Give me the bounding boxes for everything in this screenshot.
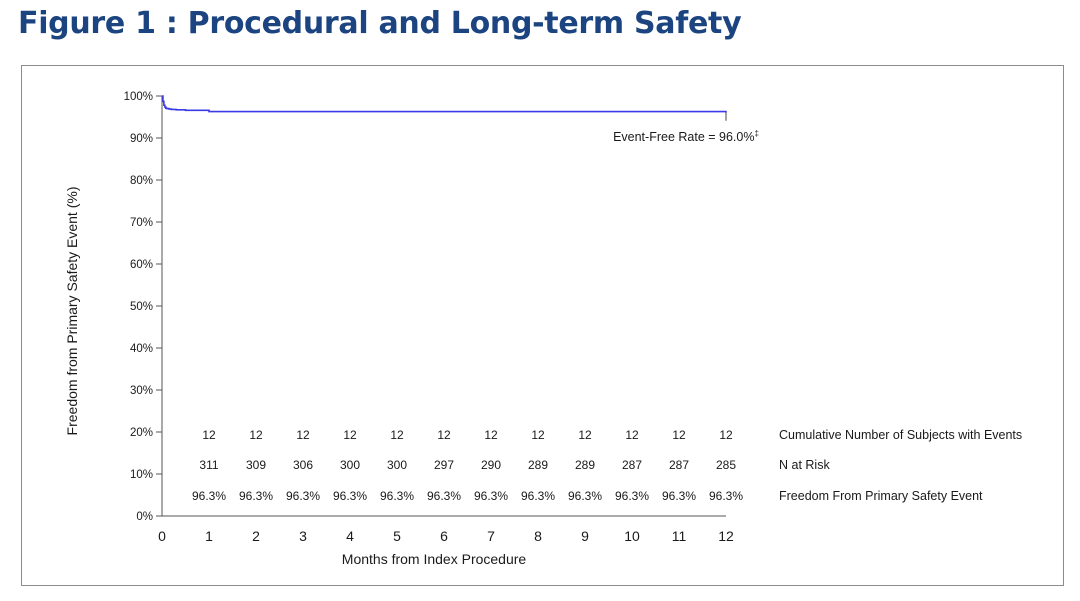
risk-table-cell: 96.3% <box>474 489 508 503</box>
x-tick-label: 11 <box>672 528 687 544</box>
x-ticks: 0 1 2 3 4 5 6 7 8 9 10 11 12 <box>158 528 734 544</box>
x-tick-label: 1 <box>205 528 213 544</box>
risk-table-cell: 12 <box>249 428 263 442</box>
risk-table-cell: 12 <box>578 428 592 442</box>
risk-table-cell: 289 <box>528 458 548 472</box>
risk-table-cell: 96.3% <box>333 489 367 503</box>
survival-curve <box>162 95 727 113</box>
risk-table-cell: 12 <box>202 428 216 442</box>
risk-table-cell: 311 <box>199 458 218 472</box>
x-tick-label: 9 <box>581 528 589 544</box>
risk-table-cell: 12 <box>343 428 357 442</box>
x-tick-label: 5 <box>393 528 401 544</box>
risk-table-cell: 96.3% <box>239 489 273 503</box>
y-tick-label: 20% <box>130 427 153 439</box>
risk-table-cell: 12 <box>625 428 639 442</box>
risk-table-cell: 287 <box>669 458 689 472</box>
risk-table-cell: 96.3% <box>192 489 226 503</box>
y-tick-label: 50% <box>130 301 153 313</box>
figure-title: Figure 1 : Procedural and Long-term Safe… <box>18 6 742 41</box>
risk-table-cell: 309 <box>246 458 266 472</box>
risk-table-cell: 96.3% <box>521 489 555 503</box>
risk-table-cell: 12 <box>672 428 686 442</box>
risk-table-cell: 12 <box>531 428 545 442</box>
y-tick-label: 80% <box>130 175 153 187</box>
y-tick-label: 90% <box>130 133 153 145</box>
y-tick-label: 60% <box>130 259 153 271</box>
y-tick-label: 0% <box>136 511 153 523</box>
x-tick-label: 0 <box>158 528 166 544</box>
risk-table-cell: 12 <box>437 428 451 442</box>
x-axis-label: Months from Index Procedure <box>342 551 527 567</box>
risk-table-cell: 12 <box>719 428 733 442</box>
x-tick-label: 10 <box>624 528 640 544</box>
x-tick-label: 3 <box>299 528 307 544</box>
risk-table-row-label: Freedom From Primary Safety Event <box>779 489 983 503</box>
risk-table-cell: 289 <box>575 458 595 472</box>
risk-table-cell: 297 <box>434 458 454 472</box>
y-axis-label: Freedom from Primary Safety Event (%) <box>64 187 80 436</box>
annotation-text: Event-Free Rate = 96.0% <box>613 130 754 144</box>
risk-table-cell: 285 <box>716 458 736 472</box>
risk-table-cell: 306 <box>293 458 313 472</box>
risk-table-cell: 290 <box>481 458 501 472</box>
annotation-superscript: ‡ <box>754 129 758 138</box>
risk-table-cell: 12 <box>296 428 310 442</box>
x-tick-label: 12 <box>718 528 734 544</box>
x-tick-label: 6 <box>440 528 448 544</box>
risk-table-cell: 287 <box>622 458 642 472</box>
y-tick-label: 70% <box>130 217 153 229</box>
y-tick-label: 10% <box>130 469 153 481</box>
risk-table-cell: 96.3% <box>286 489 320 503</box>
risk-table-cell: 12 <box>390 428 404 442</box>
risk-table-cell: 96.3% <box>615 489 649 503</box>
risk-table-cell: 96.3% <box>662 489 696 503</box>
risk-table-cell: 96.3% <box>709 489 743 503</box>
y-tick-label: 30% <box>130 385 153 397</box>
y-tick-label: 40% <box>130 343 153 355</box>
event-free-rate-annotation: Event-Free Rate = 96.0%‡ <box>613 129 759 144</box>
risk-table-cell: 96.3% <box>380 489 414 503</box>
y-ticks: 0% 10% 20% 30% 40% 50% 60% 70% 80% 90% 100% <box>124 91 162 523</box>
risk-table-cell: 300 <box>340 458 360 472</box>
risk-table-cell: 12 <box>484 428 498 442</box>
risk-table-row-label: Cumulative Number of Subjects with Event… <box>779 428 1022 442</box>
risk-table-cell: 300 <box>387 458 407 472</box>
risk-table-cell: 96.3% <box>568 489 602 503</box>
risk-table: 12 12 12 12 12 12 12 12 12 12 12 12 Cumulative Numbe… <box>192 428 1022 503</box>
risk-table-row-label: N at Risk <box>779 458 830 472</box>
x-tick-label: 8 <box>534 528 542 544</box>
x-tick-label: 7 <box>487 528 495 544</box>
y-tick-label: 100% <box>124 91 153 103</box>
x-tick-label: 2 <box>252 528 260 544</box>
risk-table-cell: 96.3% <box>427 489 461 503</box>
x-tick-label: 4 <box>346 528 354 544</box>
